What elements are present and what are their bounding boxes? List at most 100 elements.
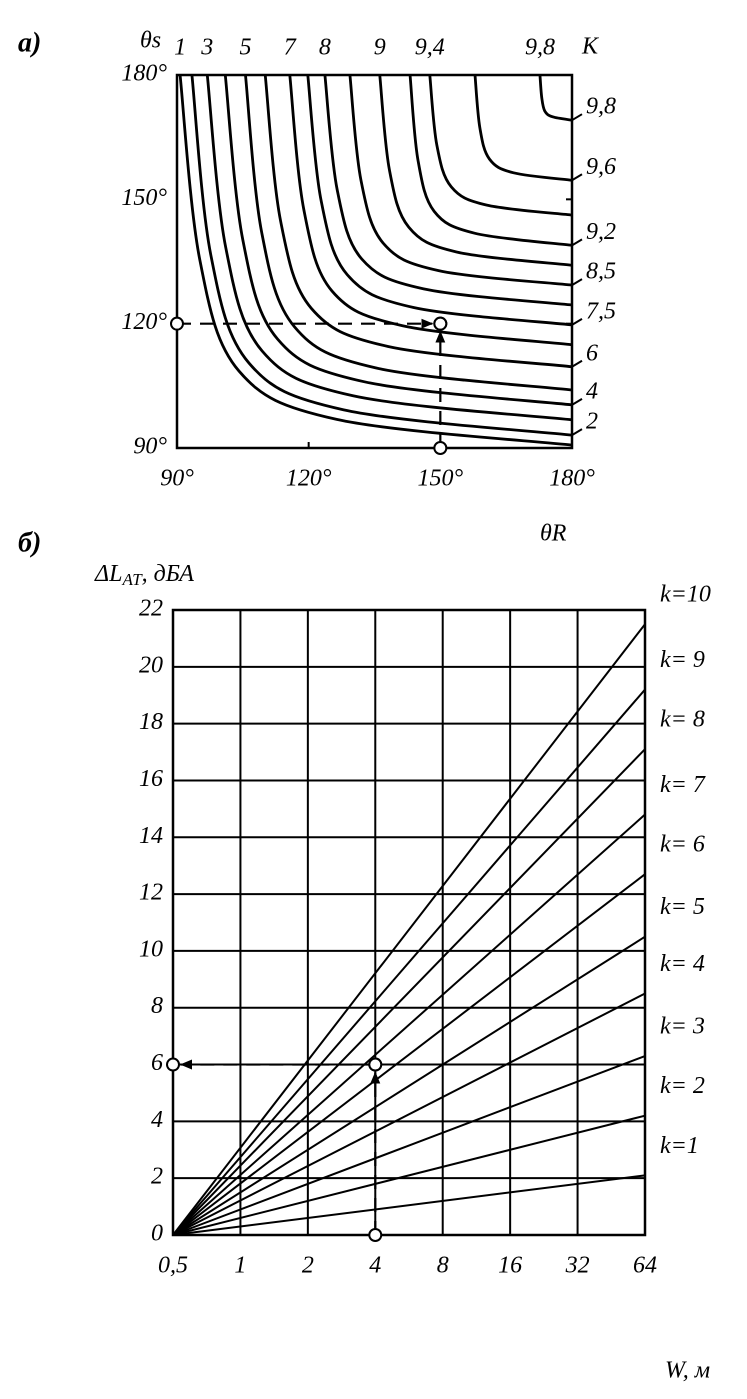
series-line: [244, 74, 573, 392]
y-tick-label: 14: [139, 823, 163, 849]
y-tick-label: 120°: [121, 309, 167, 335]
plot-frame: [171, 608, 647, 1237]
x-tick-label: 180°: [549, 466, 595, 492]
y-tick-label: 0: [151, 1221, 163, 1247]
y-label-main: ΔL: [94, 561, 122, 587]
y-tick-label: 180°: [121, 61, 167, 87]
curve-label: 7,5: [586, 298, 616, 324]
series-line: [288, 74, 573, 347]
series-line: [172, 813, 646, 1236]
legend-label: k= 2: [660, 1073, 705, 1099]
x-axis-label: W, м: [665, 1358, 710, 1384]
panel-label: б): [18, 527, 41, 558]
y-label-unit: , дБА: [142, 561, 195, 587]
y-tick-label: 12: [139, 880, 163, 906]
legend-label: k=1: [660, 1133, 699, 1159]
curve-label: 1: [174, 35, 186, 61]
legend-label: k= 8: [660, 707, 705, 733]
curve-label: 6: [586, 340, 598, 366]
series-line: [205, 74, 573, 422]
legend-label: k= 3: [660, 1014, 705, 1040]
y-tick-label: 10: [139, 936, 163, 962]
series-line: [263, 74, 573, 369]
legend-label: k= 9: [660, 647, 705, 673]
y-tick-label: 16: [139, 766, 163, 792]
y-axis-label: ΔLAT, дБА: [94, 561, 194, 589]
series-line: [190, 74, 573, 437]
curve-label: 5: [239, 35, 251, 61]
x-tick-label: 90°: [160, 466, 194, 492]
legend-label: k=10: [660, 582, 711, 608]
x-tick-label: 64: [633, 1253, 657, 1279]
curve-label: 8,5: [586, 259, 616, 285]
label-leader: [571, 398, 583, 406]
curve-label: 9,6: [586, 154, 616, 180]
series-line: [172, 1114, 646, 1236]
x-tick-label: 4: [369, 1253, 381, 1279]
y-tick-label: 90°: [133, 434, 167, 460]
x-tick-label: 32: [565, 1253, 590, 1279]
series-line: [172, 1174, 646, 1236]
guide-point: [433, 441, 448, 455]
series-line: [172, 688, 646, 1236]
series-line: [172, 935, 646, 1236]
legend-label: k= 4: [660, 951, 705, 977]
series-line: [172, 623, 646, 1236]
y-tick-label: 22: [139, 596, 163, 622]
series-line: [538, 74, 573, 122]
label-leader: [571, 278, 583, 286]
curve-label: 7: [284, 35, 297, 61]
curve-label: 9,8: [586, 94, 616, 120]
label-leader: [571, 428, 583, 437]
panel-label: а): [18, 27, 41, 58]
curve-label: 2: [586, 409, 598, 435]
y-tick-label: 8: [151, 993, 163, 1019]
x-tick-label: 150°: [418, 466, 464, 492]
series-line: [306, 74, 573, 327]
x-tick-label: 120°: [286, 466, 332, 492]
series-line: [223, 74, 573, 407]
label-leader: [571, 359, 583, 368]
series-line: [178, 74, 573, 447]
label-leader: [571, 318, 583, 326]
guide-point: [170, 316, 184, 331]
series-line: [323, 74, 573, 307]
y-tick-label: 18: [139, 709, 163, 735]
legend-label: k= 7: [660, 772, 706, 798]
guide-point: [368, 1228, 383, 1242]
x-tick-label: 2: [302, 1253, 314, 1279]
label-leader: [571, 113, 583, 122]
curve-label: 9,4: [415, 35, 445, 61]
y-tick-label: 150°: [121, 185, 167, 211]
curve-label: K: [581, 34, 600, 60]
series-line: [348, 74, 573, 287]
series-line: [408, 74, 573, 247]
series-line: [172, 748, 646, 1236]
guide-point: [433, 316, 448, 331]
series-line: [172, 873, 646, 1236]
label-leader: [571, 238, 583, 247]
label-leader: [571, 173, 583, 182]
x-axis-label: θR: [540, 521, 567, 547]
y-tick-label: 2: [151, 1164, 163, 1190]
guide-point: [166, 1057, 180, 1072]
y-label-sub: AT: [121, 570, 143, 589]
curve-label: 9,2: [586, 219, 616, 245]
plot-frame: [175, 73, 574, 450]
series-line: [172, 992, 646, 1236]
series-line: [428, 74, 573, 217]
curve-label: 4: [586, 378, 598, 404]
legend-label: k= 5: [660, 894, 705, 920]
y-tick-label: 4: [151, 1107, 163, 1133]
curve-label: 9: [374, 35, 386, 61]
series-line: [172, 1055, 646, 1236]
y-tick-label: 6: [151, 1050, 163, 1076]
curve-label: 9,8: [525, 35, 555, 61]
curve-label: 8: [319, 35, 331, 61]
guide-point: [368, 1057, 383, 1072]
series-line: [473, 74, 573, 182]
y-tick-label: 20: [139, 652, 163, 678]
curve-label: 3: [200, 35, 213, 61]
series-line: [378, 74, 573, 267]
